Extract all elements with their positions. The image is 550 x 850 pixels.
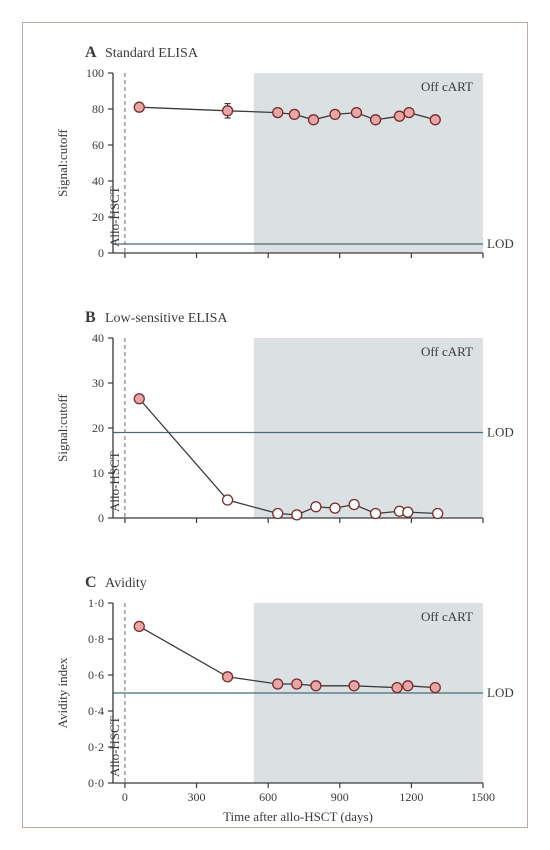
data-point — [134, 102, 144, 112]
x-tick-label: 1500 — [471, 790, 495, 804]
y-axis-label: Signal:cutoff — [55, 394, 70, 462]
data-point — [351, 108, 361, 118]
y-tick-label: 40 — [92, 331, 104, 345]
data-point — [273, 108, 283, 118]
data-point — [273, 679, 283, 689]
data-point — [134, 394, 144, 404]
y-axis-label: Avidity index — [55, 657, 70, 728]
data-point — [311, 681, 321, 691]
data-point — [430, 683, 440, 693]
y-tick-label: 0·6 — [88, 668, 104, 682]
y-tick-label: 80 — [92, 102, 104, 116]
data-point — [330, 109, 340, 119]
x-tick-label: 300 — [188, 790, 206, 804]
lod-label: LOD — [487, 236, 514, 251]
data-point — [404, 108, 414, 118]
y-tick-label: 60 — [92, 138, 104, 152]
data-point — [433, 509, 443, 519]
x-tick-label: 600 — [259, 790, 277, 804]
data-point — [349, 681, 359, 691]
y-tick-label: 0 — [98, 511, 104, 525]
data-point — [292, 679, 302, 689]
x-tick-label: 0 — [122, 790, 128, 804]
panel-title: Standard ELISA — [105, 46, 199, 61]
data-point — [330, 503, 340, 513]
data-point — [292, 510, 302, 520]
off-cart-label: Off cART — [421, 344, 473, 359]
x-tick-label: 1200 — [399, 790, 423, 804]
data-point — [403, 681, 413, 691]
y-tick-label: 30 — [92, 376, 104, 390]
panel-tag: B — [85, 309, 96, 326]
data-point — [223, 672, 233, 682]
data-point — [394, 111, 404, 121]
y-tick-label: 0·8 — [88, 632, 104, 646]
data-point — [392, 683, 402, 693]
panel-title: Low-sensitive ELISA — [105, 311, 228, 326]
data-point — [371, 509, 381, 519]
panel-c: LODAllo-HSCTOff cART0·00·20·40·60·81·003… — [23, 563, 527, 823]
data-point — [289, 109, 299, 119]
data-point — [273, 509, 283, 519]
data-point — [223, 106, 233, 116]
data-point — [430, 115, 440, 125]
y-tick-label: 10 — [92, 466, 104, 480]
y-tick-label: 0·2 — [88, 740, 104, 754]
panel-tag: C — [85, 574, 97, 591]
panel-a: LODAllo-HSCTOff cART020406080100Signal:c… — [23, 33, 527, 293]
y-tick-label: 20 — [92, 210, 104, 224]
off-cart-shade — [254, 338, 483, 518]
y-tick-label: 0·4 — [88, 704, 104, 718]
data-point — [349, 500, 359, 510]
data-point — [223, 495, 233, 505]
data-point — [134, 621, 144, 631]
y-tick-label: 20 — [92, 421, 104, 435]
panel-title: Avidity — [105, 576, 147, 591]
off-cart-label: Off cART — [421, 79, 473, 94]
off-cart-shade — [254, 73, 483, 253]
y-tick-label: 40 — [92, 174, 104, 188]
x-axis-label: Time after allo-HSCT (days) — [223, 809, 373, 823]
y-tick-label: 0 — [98, 246, 104, 260]
data-point — [403, 507, 413, 517]
y-tick-label: 0·0 — [88, 776, 104, 790]
data-point — [309, 115, 319, 125]
y-tick-label: 100 — [86, 66, 104, 80]
y-tick-label: 1·0 — [88, 596, 104, 610]
allo-hsct-label: Allo-HSCT — [107, 451, 122, 512]
x-tick-label: 900 — [331, 790, 349, 804]
panel-tag: A — [85, 44, 97, 61]
panel-b: LOD Allo-HSCT Off cART 0 10 20 30 40 Signal:cuto… — [23, 298, 527, 558]
lod-label: LOD — [487, 425, 514, 440]
y-axis-label: Signal:cutoff — [55, 129, 70, 197]
data-point — [371, 115, 381, 125]
off-cart-label: Off cART — [421, 609, 473, 624]
lod-label: LOD — [487, 685, 514, 700]
data-point — [311, 502, 321, 512]
